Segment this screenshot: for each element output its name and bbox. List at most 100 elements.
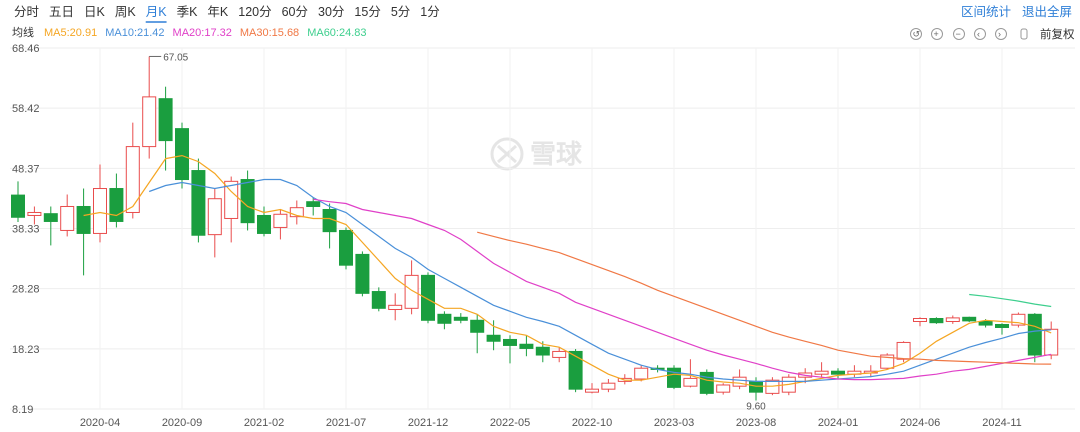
candle-body bbox=[962, 316, 977, 322]
candle-body bbox=[913, 317, 927, 322]
y-tick-label: 28.28 bbox=[12, 284, 40, 296]
toolbar-action[interactable]: 退出全屏 bbox=[1022, 4, 1072, 19]
x-tick-label: 2024-01 bbox=[818, 417, 858, 429]
watermark-text: 雪球 bbox=[530, 139, 583, 169]
candle-body bbox=[732, 376, 747, 387]
period-tab[interactable]: 季K bbox=[177, 5, 199, 19]
candle-body bbox=[814, 370, 829, 375]
candle-body bbox=[683, 377, 698, 387]
candle-body bbox=[453, 316, 468, 321]
x-tick-label: 2021-07 bbox=[326, 417, 366, 429]
candle-body bbox=[634, 367, 649, 380]
candle-body bbox=[43, 213, 58, 222]
svg-text:+: + bbox=[934, 29, 939, 39]
legend-entry: MA30:15.68 bbox=[240, 27, 299, 39]
candle-body bbox=[929, 317, 944, 324]
candle-body bbox=[995, 323, 1009, 328]
period-tab[interactable]: 15分 bbox=[354, 5, 380, 19]
candle-body bbox=[388, 304, 403, 311]
candle-body bbox=[404, 274, 419, 309]
candle-body bbox=[93, 188, 107, 234]
x-tick-label: 2022-05 bbox=[490, 417, 530, 429]
legend-entry: MA60:24.83 bbox=[307, 27, 366, 39]
period-tab[interactable]: 5分 bbox=[391, 5, 410, 19]
svg-text:›: › bbox=[998, 29, 1001, 39]
x-tick-label: 2024-06 bbox=[900, 417, 940, 429]
candle-body bbox=[142, 96, 157, 148]
candle-body bbox=[339, 229, 353, 266]
candle-body bbox=[978, 320, 993, 326]
candle-body bbox=[306, 201, 321, 207]
candle-body bbox=[831, 370, 845, 375]
candle-body bbox=[519, 343, 534, 349]
x-tick-label: 2023-03 bbox=[654, 417, 694, 429]
candle-body bbox=[896, 341, 911, 360]
candle-body bbox=[880, 354, 895, 369]
y-tick-label: 18.23 bbox=[12, 344, 40, 356]
candle-body bbox=[27, 211, 42, 216]
y-tick-label: 58.42 bbox=[12, 103, 40, 115]
legend-entry: MA10:21.42 bbox=[105, 27, 164, 39]
svg-text:−: − bbox=[956, 29, 961, 39]
period-tab[interactable]: 年K bbox=[207, 5, 229, 19]
legend-entry: MA20:17.32 bbox=[173, 27, 232, 39]
candle-body bbox=[1011, 313, 1026, 326]
candle-body bbox=[699, 371, 714, 394]
svg-text:‹: ‹ bbox=[977, 29, 980, 39]
watermark: 雪球 bbox=[490, 137, 583, 171]
svg-text:↺: ↺ bbox=[913, 29, 921, 39]
ma-line bbox=[477, 231, 1052, 365]
x-tick-label: 2021-12 bbox=[408, 417, 448, 429]
ma-line bbox=[148, 178, 1052, 382]
candle-body bbox=[421, 274, 435, 321]
candle-body bbox=[207, 198, 222, 236]
period-tab[interactable]: 120分 bbox=[238, 5, 271, 19]
period-tab[interactable]: 1分 bbox=[420, 5, 439, 19]
candle-body bbox=[716, 384, 731, 393]
period-tab[interactable]: 月K bbox=[146, 5, 168, 19]
period-tab[interactable]: 周K bbox=[115, 5, 137, 19]
candle-body bbox=[486, 334, 501, 342]
candle-body bbox=[289, 207, 304, 218]
x-tick-label: 2021-02 bbox=[244, 417, 284, 429]
annotation: 67.05 bbox=[163, 52, 188, 63]
toolbar-icons: ↺ + − ‹ › bbox=[910, 28, 1028, 40]
candle-body bbox=[60, 205, 75, 231]
legend-title: 均线 bbox=[12, 25, 34, 39]
y-tick-label: 8.19 bbox=[12, 404, 33, 416]
candle-body bbox=[273, 213, 288, 228]
candle-body bbox=[158, 98, 173, 142]
y-tick-label: 48.37 bbox=[12, 163, 40, 175]
x-tick-label: 2020-09 bbox=[162, 417, 202, 429]
period-tab[interactable]: 60分 bbox=[282, 5, 308, 19]
candle-body bbox=[257, 214, 271, 234]
ma-line bbox=[313, 198, 1052, 381]
period-tab[interactable]: 分时 bbox=[14, 5, 40, 19]
y-tick-label: 38.33 bbox=[12, 223, 40, 235]
candle-body bbox=[470, 319, 485, 333]
candle-body bbox=[11, 194, 25, 218]
candle-body bbox=[76, 205, 91, 234]
period-tab[interactable]: 五日 bbox=[49, 5, 74, 19]
candle-body bbox=[1044, 328, 1059, 356]
legend-entry: MA5:20.91 bbox=[44, 27, 97, 39]
candle-body bbox=[585, 388, 599, 393]
candle-body bbox=[125, 146, 140, 213]
period-tab[interactable]: 日K bbox=[84, 5, 106, 19]
x-tick-label: 2020-04 bbox=[80, 417, 120, 429]
annotation: 9.60 bbox=[746, 402, 766, 413]
candle-body bbox=[535, 346, 550, 356]
x-tick-label: 2024-11 bbox=[982, 417, 1022, 429]
ma-line bbox=[83, 154, 1052, 387]
x-tick-label: 2022-10 bbox=[572, 417, 612, 429]
candle-body bbox=[601, 382, 616, 390]
toolbar-action[interactable]: 区间统计 bbox=[961, 5, 1011, 19]
period-tab[interactable]: 30分 bbox=[318, 5, 344, 19]
adjust-mode[interactable]: 前复权 bbox=[1040, 27, 1075, 41]
candle-body bbox=[371, 291, 386, 309]
ma-line bbox=[969, 293, 1052, 308]
candle-body bbox=[224, 180, 239, 219]
x-tick-label: 2023-08 bbox=[736, 417, 776, 429]
